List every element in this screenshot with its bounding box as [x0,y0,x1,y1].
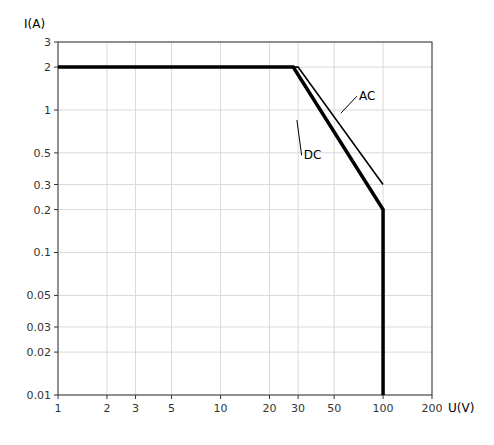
y-tick [54,352,58,353]
y-tick-label: 0.1 [34,246,52,259]
y-tick-label: 1 [44,104,51,117]
x-grid-line [106,42,107,395]
x-grid-line [135,42,136,395]
y-tick [54,152,58,153]
x-tick [383,395,384,399]
x-tick [58,395,59,399]
x-tick-label: 50 [327,402,341,415]
y-tick [54,295,58,296]
x-tick-label: 200 [422,402,443,415]
x-grid-line [220,42,221,395]
series-line [58,67,383,395]
y-tick [54,209,58,210]
x-tick [171,395,172,399]
x-tick-label: 20 [262,402,276,415]
y-tick [54,42,58,43]
x-tick [334,395,335,399]
x-tick-label: 10 [214,402,228,415]
x-grid-line [298,42,299,395]
y-tick [54,67,58,68]
y-grid-line [58,352,432,353]
y-grid-line [58,152,432,153]
y-tick-label: 0.5 [34,147,52,160]
x-tick [220,395,221,399]
annotation-pointer [341,96,357,113]
x-tick-label: 3 [132,402,139,415]
x-tick-label: 2 [103,402,110,415]
y-tick-label: 0.2 [34,204,52,217]
x-tick-label: 30 [291,402,305,415]
y-tick-label: 2 [44,61,51,74]
y-tick [54,327,58,328]
axes: 1 2 3 5 10 20 30 50 100 200 0.01 0.02 0.03 0.05 0.1 0.2… [27,36,443,415]
series-group [58,67,383,395]
annotation-pointer [297,120,302,155]
annotation-label: AC [359,89,375,103]
y-tick-label: 0.01 [27,389,52,402]
y-axis-label: I(A) [24,17,45,31]
y-tick [54,395,58,396]
x-tick [135,395,136,399]
x-grid-line [269,42,270,395]
x-grid-line [171,42,172,395]
y-grid-line [58,109,432,110]
x-tick-label: 5 [168,402,175,415]
plot-frame [58,42,432,395]
y-tick [54,109,58,110]
grid [58,42,432,395]
x-tick [106,395,107,399]
chart: 1 2 3 5 10 20 30 50 100 200 0.01 0.02 0.03 0.05 0.1 0.2… [0,0,494,445]
x-grid-line [334,42,335,395]
x-tick [269,395,270,399]
y-tick-label: 3 [44,36,51,49]
annotation-label: DC [304,148,322,162]
y-tick-label: 0.05 [27,289,52,302]
y-tick-label: 0.03 [27,321,52,334]
x-tick [298,395,299,399]
annotations: DC AC [297,89,375,162]
y-tick [54,184,58,185]
x-tick-label: 1 [55,402,62,415]
series-line [58,67,383,184]
y-grid-line [58,327,432,328]
y-tick-label: 0.3 [34,179,52,192]
y-tick-label: 0.02 [27,346,52,359]
y-tick [54,252,58,253]
x-tick-label: 100 [373,402,394,415]
y-grid-line [58,209,432,210]
y-grid-line [58,184,432,185]
x-tick [432,395,433,399]
x-axis-label: U(V) [448,401,474,415]
y-grid-line [58,252,432,253]
y-grid-line [58,295,432,296]
